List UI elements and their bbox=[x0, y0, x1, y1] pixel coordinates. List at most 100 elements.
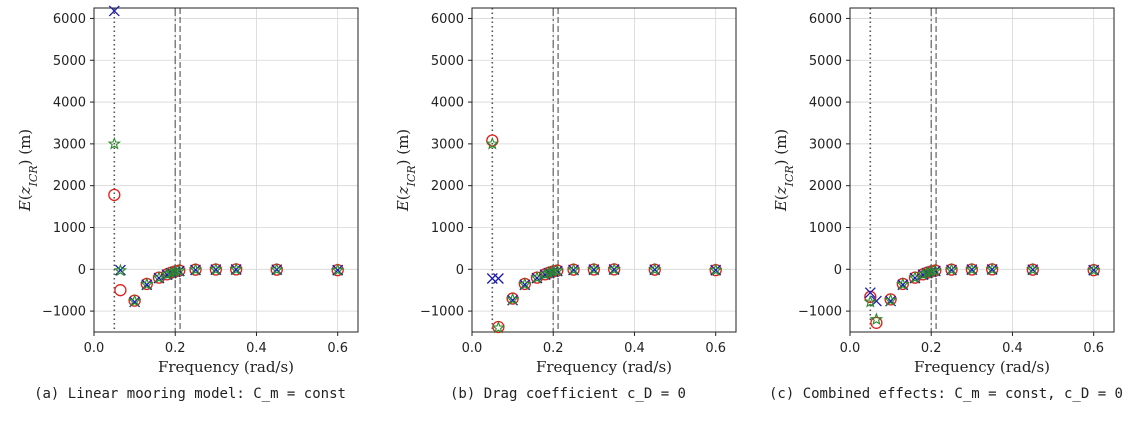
y-tick-label: 4000 bbox=[431, 96, 464, 111]
data-point-star bbox=[944, 262, 959, 276]
data-point-star bbox=[270, 262, 284, 276]
data-point-star bbox=[168, 264, 182, 278]
x-tick-label: 0.2 bbox=[165, 341, 186, 356]
y-tick-label: 3000 bbox=[809, 137, 842, 152]
panel-a: 0.0 0.2 0.4 0.6 −1000 0 1000 2000 3000 4000 5000 60… bbox=[0, 0, 380, 439]
data-point-star bbox=[896, 277, 910, 291]
data-point-star bbox=[908, 270, 922, 284]
data-point-star bbox=[607, 262, 621, 276]
y-tick-label: 3000 bbox=[431, 137, 464, 152]
y-tick-label: −1000 bbox=[42, 305, 86, 320]
y-tick-label: 4000 bbox=[53, 96, 86, 111]
x-tick-label: 0.6 bbox=[1083, 341, 1104, 356]
data-point-circle bbox=[864, 290, 877, 304]
y-axis-label: E(zICR) (m) bbox=[772, 129, 796, 212]
data-point-star bbox=[1086, 263, 1101, 276]
x-axis-label: Frequency (rad/s) bbox=[536, 358, 672, 376]
x-tick-label: 0.0 bbox=[840, 341, 861, 356]
data-point-star bbox=[1026, 262, 1040, 276]
data-point-star bbox=[916, 267, 930, 281]
caption-b: (b) Drag coefficient c_D = 0 bbox=[449, 386, 686, 402]
data-point-star bbox=[985, 262, 999, 276]
data-point-star bbox=[229, 262, 243, 276]
data-point-circle bbox=[108, 188, 121, 202]
data-point-star bbox=[107, 136, 122, 150]
data-point-circle bbox=[114, 284, 127, 297]
data-point-star bbox=[648, 262, 662, 276]
chart-a: 0.0 0.2 0.4 0.6 −1000 0 1000 2000 3000 4000 5000 60… bbox=[16, 5, 359, 376]
x-axis-label: Frequency (rad/s) bbox=[914, 358, 1050, 376]
y-tick-label: −1000 bbox=[420, 305, 464, 320]
y-tick-label: 1000 bbox=[809, 221, 842, 236]
data-point-star bbox=[491, 320, 506, 334]
y-tick-label: 4000 bbox=[809, 96, 842, 111]
data-point-x bbox=[864, 287, 876, 299]
data-point-star bbox=[127, 293, 142, 307]
data-point-star bbox=[505, 292, 520, 306]
axes-frame bbox=[471, 7, 737, 333]
panel-c: 0.0 0.2 0.4 0.6 −1000 0 1000 2000 3000 4000 5000 60… bbox=[756, 0, 1136, 439]
panel-b: 0.0 0.2 0.4 0.6 −1000 0 1000 2000 3000 4000 5000 60… bbox=[378, 0, 758, 439]
y-tick-label: 2000 bbox=[809, 179, 842, 194]
y-axis-label: E(zICR) (m) bbox=[394, 129, 418, 212]
x-tick-label: 0.6 bbox=[705, 341, 726, 356]
y-tick-label: 0 bbox=[78, 263, 86, 278]
data-point-star bbox=[518, 277, 532, 291]
data-point-star bbox=[538, 267, 552, 281]
data-point-circle bbox=[870, 316, 883, 329]
y-tick-label: 5000 bbox=[53, 54, 86, 69]
chart-c: 0.0 0.2 0.4 0.6 −1000 0 1000 2000 3000 4000 5000 60… bbox=[772, 7, 1115, 376]
data-point-star bbox=[965, 262, 979, 276]
data-point-star bbox=[566, 262, 581, 276]
y-tick-label: 0 bbox=[834, 263, 842, 278]
data-point-star bbox=[485, 136, 500, 150]
data-point-x bbox=[108, 5, 120, 17]
y-tick-label: 6000 bbox=[53, 12, 86, 27]
x-tick-label: 0.4 bbox=[246, 341, 267, 356]
y-axis-label: E(zICR) (m) bbox=[16, 129, 40, 212]
data-point-star bbox=[542, 265, 556, 279]
data-point-star bbox=[140, 277, 154, 291]
data-point-star bbox=[587, 262, 601, 276]
data-point-star bbox=[113, 263, 128, 277]
x-tick-label: 0.6 bbox=[327, 341, 348, 356]
y-tick-label: 1000 bbox=[431, 221, 464, 236]
data-point-star bbox=[924, 264, 938, 278]
data-point-star bbox=[883, 293, 898, 306]
data-point-star bbox=[172, 263, 187, 277]
data-point-star bbox=[164, 265, 178, 279]
caption-a: (a) Linear mooring model: C_m = const bbox=[34, 386, 346, 402]
x-tick-label: 0.2 bbox=[921, 341, 942, 356]
data-point-star bbox=[188, 262, 203, 276]
y-tick-label: 1000 bbox=[53, 221, 86, 236]
y-tick-label: 0 bbox=[456, 263, 464, 278]
data-point-x bbox=[492, 273, 504, 284]
x-tick-label: 0.2 bbox=[543, 341, 564, 356]
x-tick-label: 0.4 bbox=[1002, 341, 1023, 356]
data-point-star bbox=[160, 267, 174, 281]
x-axis-label: Frequency (rad/s) bbox=[158, 358, 294, 376]
caption-c: (c) Combined effects: C_m = const, c_D =… bbox=[768, 386, 1123, 402]
data-point-star bbox=[546, 264, 560, 278]
y-tick-label: 6000 bbox=[431, 12, 464, 27]
y-tick-label: 6000 bbox=[809, 12, 842, 27]
y-tick-label: 5000 bbox=[431, 54, 464, 69]
data-point-star bbox=[550, 263, 565, 277]
axes-frame bbox=[849, 7, 1115, 333]
y-tick-label: 2000 bbox=[431, 179, 464, 194]
data-point-star bbox=[708, 263, 723, 276]
axes-frame bbox=[93, 7, 359, 333]
data-point-star bbox=[863, 294, 878, 308]
data-point-star bbox=[920, 265, 934, 279]
data-point-star bbox=[869, 312, 884, 326]
data-point-star bbox=[530, 270, 544, 284]
chart-b: 0.0 0.2 0.4 0.6 −1000 0 1000 2000 3000 4000 5000 60… bbox=[394, 7, 737, 376]
x-tick-label: 0.0 bbox=[462, 341, 483, 356]
x-tick-label: 0.4 bbox=[624, 341, 645, 356]
data-point-star bbox=[152, 270, 166, 284]
y-tick-label: −1000 bbox=[798, 305, 842, 320]
y-tick-label: 2000 bbox=[53, 179, 86, 194]
data-point-star bbox=[928, 263, 943, 277]
data-point-star bbox=[330, 263, 345, 276]
y-tick-label: 5000 bbox=[809, 54, 842, 69]
